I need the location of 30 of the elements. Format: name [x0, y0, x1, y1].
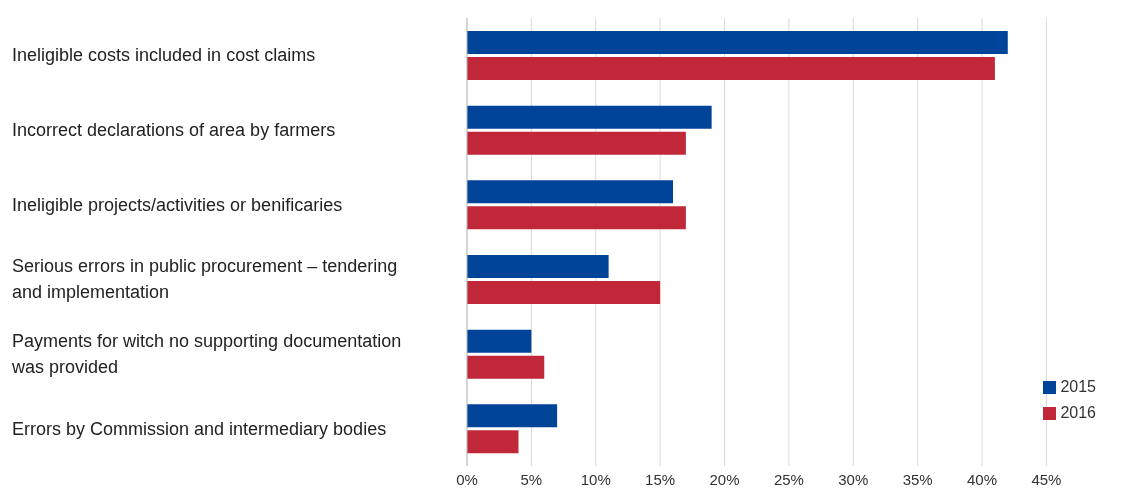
- x-tick-label: 30%: [838, 470, 869, 488]
- y-tick-label: Errors by Commission and intermediary bodies: [12, 418, 387, 439]
- y-tick-label: Ineligible costs included in cost claims: [12, 45, 316, 66]
- bar: [467, 105, 712, 129]
- x-tick-label: 5%: [520, 470, 543, 488]
- y-tick-label: Payments for witch no supporting documentation was provided: [11, 331, 402, 377]
- bar: [467, 430, 519, 454]
- x-tick-label: 25%: [773, 470, 804, 488]
- x-tick-label: 35%: [902, 470, 933, 488]
- y-tick-label: Incorrect declarations of area by farmers: [12, 120, 336, 140]
- bar: [467, 180, 674, 204]
- bar: [467, 329, 532, 353]
- bar: [467, 31, 1008, 54]
- x-tick-label: 10%: [580, 470, 611, 488]
- bar: [467, 131, 686, 155]
- bar: [467, 57, 995, 80]
- y-tick-label: Serious errors in public procurement – tendering and implementation: [12, 256, 398, 303]
- legend-label: 2016: [1060, 404, 1096, 421]
- y-tick-label: Ineligible projects/activities or benificaries: [12, 194, 343, 215]
- bar: [467, 404, 558, 428]
- x-tick-label: 20%: [709, 470, 740, 488]
- bar: [467, 281, 661, 304]
- bar: [467, 255, 609, 278]
- legend-label: 2015: [1060, 378, 1096, 395]
- x-tick-label: 40%: [967, 470, 998, 488]
- x-tick-label: 0%: [456, 470, 478, 488]
- bar: [467, 206, 686, 230]
- x-tick-label: 45%: [1031, 470, 1062, 488]
- x-tick-label: 15%: [645, 470, 676, 488]
- bar: [467, 355, 545, 379]
